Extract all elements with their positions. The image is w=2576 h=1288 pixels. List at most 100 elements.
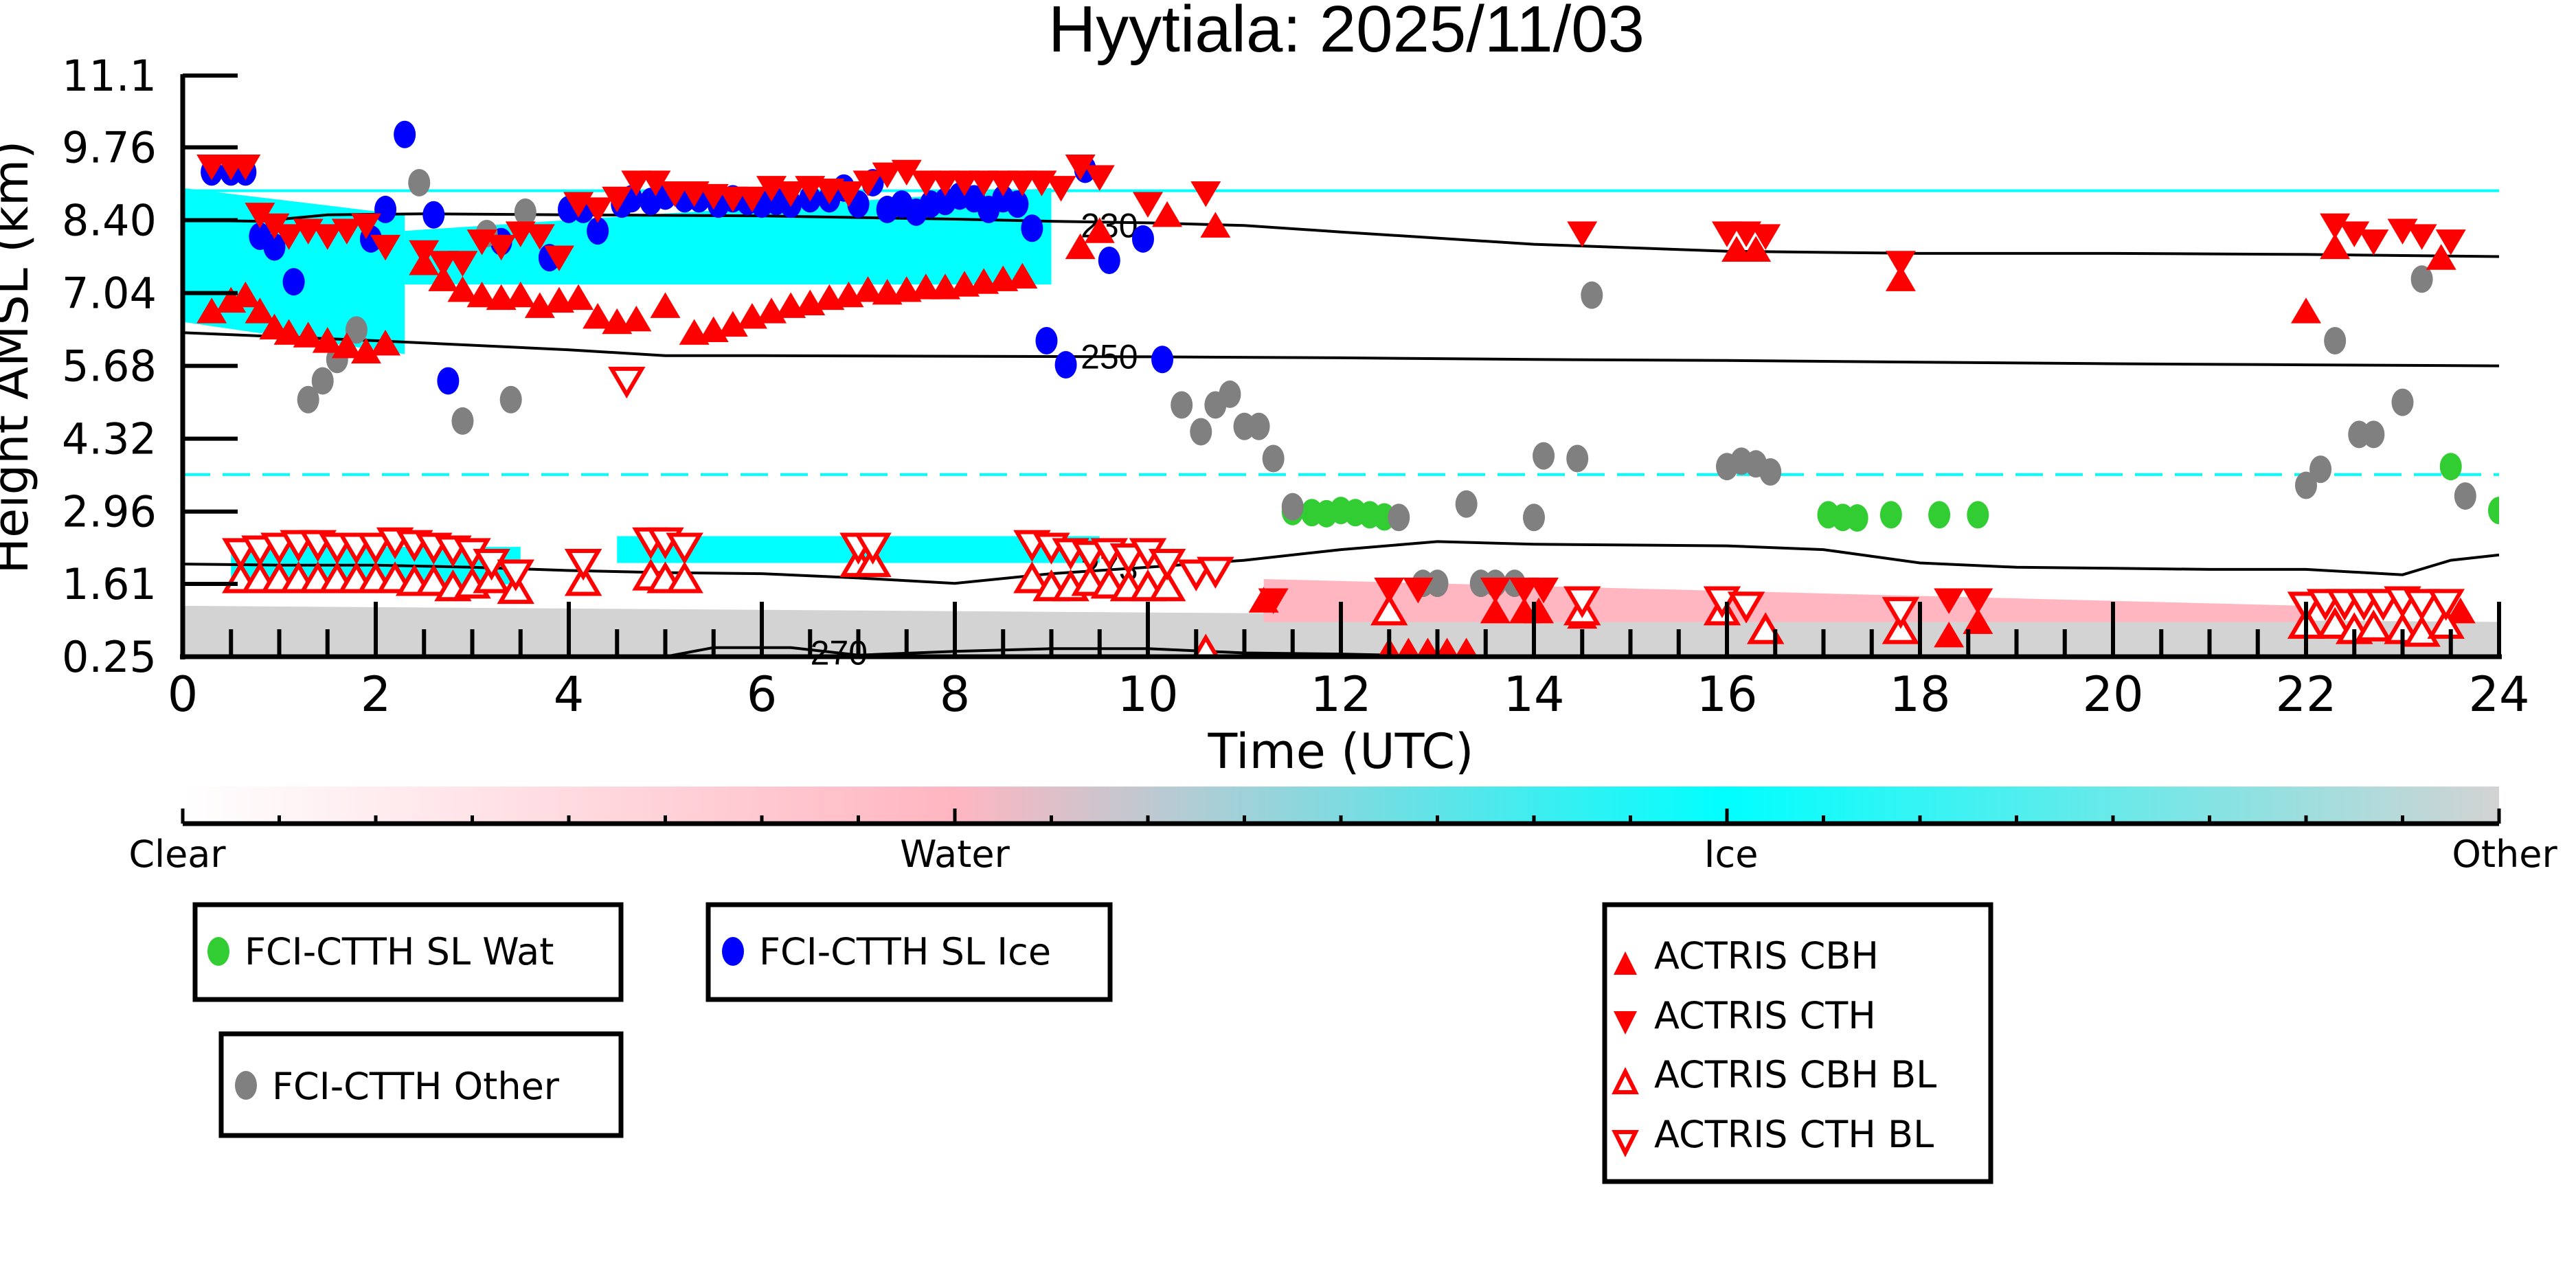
point-fci-ctth-other [2324,326,2347,354]
point-actris-cbh [466,281,497,308]
point-actris-cbh [1741,236,1772,262]
point-actris-cbh-bl [564,564,602,596]
cloud-phase-regions [183,188,2499,657]
point-actris-cth-bl [1882,597,1920,629]
point-actris-cbh-bl [666,561,703,594]
point-actris-cbh [273,319,304,345]
reference-lines [183,189,2499,476]
point-fci-ctth-other [2362,420,2385,449]
x-tick-label: 20 [2082,666,2143,723]
point-fci-ctth-other [1219,380,1241,408]
point-actris-cth [370,234,401,261]
point-actris-cbh [852,276,883,302]
x-tick-label: 8 [940,666,971,723]
point-actris-cbh [230,281,261,308]
point-fci-ctth-other [2391,388,2414,416]
point-actris-cbh [1084,217,1115,243]
point-actris-cbh [1200,212,1231,238]
point-actris-cbh-bl [415,564,453,596]
point-fci-ctth-other [1426,569,1449,598]
chart-title: Hyytiala: 2025/11/03 [1048,0,1645,66]
point-actris-cbh-bl [1013,561,1051,594]
point-actris-cth [486,234,517,261]
point-actris-cth-bl [1148,548,1186,581]
point-fci-ctth-sl-ice [1035,326,1058,354]
colorbar-label-ice: Ice [1704,833,1759,876]
point-actris-cth [245,203,275,229]
point-actris-cth [2358,229,2389,256]
point-actris-cth-bl [1197,556,1234,589]
x-tick-label: 16 [1696,666,1757,723]
point-fci-ctth-other [2309,455,2332,484]
point-fci-ctth-other [1388,504,1410,532]
point-actris-cth [891,159,922,186]
point-actris-cbh-bl [1746,612,1785,644]
legend-label-water: FCI-CTTH SL Wat [245,930,554,973]
point-actris-cth [736,186,767,213]
point-actris-cbh [312,327,343,353]
point-actris-cth [409,240,440,267]
axes [180,74,2502,659]
y-tick-label: 0.25 [62,632,157,682]
legend-marker-cth-bl [1612,1130,1639,1157]
legend-marker-cth [1614,1011,1637,1035]
point-actris-cth [350,213,381,240]
point-actris-cth-bl [608,366,646,399]
legend-label-cth-bl: ACTRIS CTH BL [1654,1113,1934,1156]
point-actris-cth [621,170,652,196]
point-actris-cth [1509,577,1539,604]
point-actris-cth [259,213,290,240]
point-actris-cth [583,197,613,223]
point-fci-ctth-other [1455,490,1478,518]
point-actris-cbh [447,276,478,302]
y-tick-label: 7.04 [62,269,157,319]
legend-marker-cbh-bl [1612,1067,1639,1094]
y-tick-label: 8.40 [62,196,157,246]
point-actris-cth [230,154,261,181]
point-actris-cbh [196,297,227,324]
point-actris-cbh-bl [1192,633,1220,657]
point-fci-ctth-sl-ice [263,233,286,261]
point-fci-ctth-other [2410,265,2433,293]
point-actris-cth [1133,192,1163,218]
point-fci-ctth-other [2454,482,2476,510]
point-actris-cbh-bl [1882,612,1920,644]
point-fci-ctth-sl-wat [2439,453,2462,481]
y-ticks: 0.25 1.61 2.96 4.32 5.68 7.04 8.40 9.76 11.1 [62,51,238,682]
point-actris-cbh [1480,597,1511,624]
point-actris-cbh [621,305,652,332]
point-actris-cth [949,170,980,196]
point-fci-ctth-sl-ice [374,195,397,223]
point-actris-cth [1190,181,1221,207]
point-actris-cth [1065,154,1096,181]
x-tick-label: 4 [554,666,585,723]
point-actris-cth [717,186,748,213]
legend-marker-cbh [1614,951,1637,975]
point-fci-ctth-other [1281,493,1304,521]
point-fci-ctth-sl-ice [422,201,445,229]
point-actris-cth [988,170,1019,196]
point-actris-cbh [1152,201,1183,227]
legend-label-cth: ACTRIS CTH [1654,994,1876,1037]
point-actris-cbh-bl [2316,607,2354,639]
y-tick-label: 11.1 [62,51,157,101]
point-actris-cbh [428,265,459,291]
x-tick-label: 18 [1889,666,1950,723]
point-actris-cbh [563,284,594,310]
point-actris-cth-bl [357,532,395,565]
point-fci-ctth-sl-wat [1967,501,1989,529]
y-tick-label: 9.76 [62,122,157,172]
point-actris-cth [659,181,690,207]
legend-box-other: FCI-CTTH Other [218,1031,624,1138]
legend-label-ice: FCI-CTTH SL Ice [759,930,1051,973]
point-actris-cth [312,224,343,250]
point-actris-cbh [1436,637,1458,657]
y-axis-label: Height AMSL (km) [0,141,39,574]
point-actris-cbh-bl [2355,609,2393,642]
point-actris-cbh [1416,637,1439,657]
point-actris-cbh [1934,622,1965,648]
contour-line-273 [183,540,2499,585]
point-actris-cbh [370,330,401,356]
legend-label-cbh-bl: ACTRIS CBH BL [1654,1053,1936,1096]
